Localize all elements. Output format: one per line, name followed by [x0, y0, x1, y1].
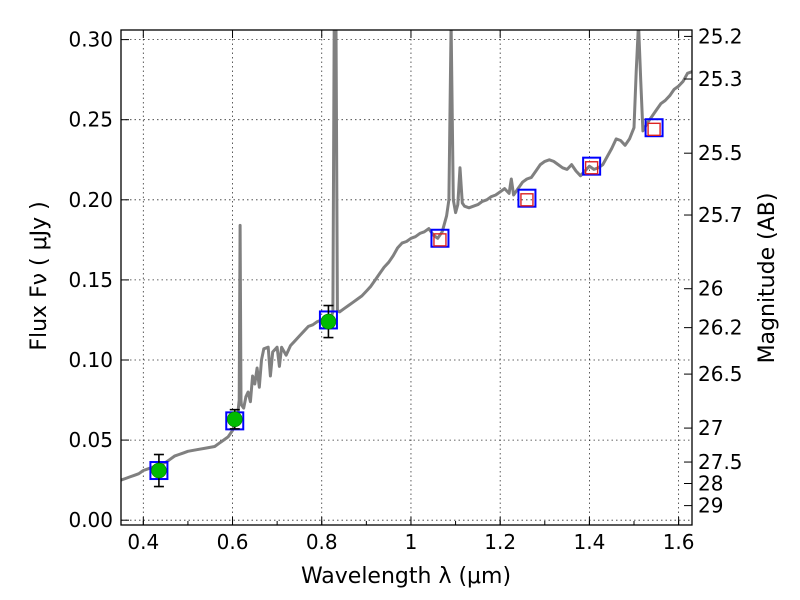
mag-tick-label: 29 — [698, 494, 723, 518]
mag-tick-label: 26 — [698, 277, 723, 301]
x-tick-label: 1.6 — [663, 530, 695, 554]
mag-tick-label: 28 — [698, 472, 723, 496]
mag-tick-label: 25.5 — [698, 141, 743, 165]
y-tick-label: 0.30 — [68, 28, 113, 52]
axes-layer: 0.4 0.6 0.8 1 1.2 1.4 1.6 0.00 0.05 0.10 0.15 0.20 0… — [68, 24, 742, 554]
x-tick-label: 0.8 — [306, 530, 338, 554]
x-tick-label: 0.6 — [217, 530, 249, 554]
mag-tick-label: 26.2 — [698, 316, 743, 340]
y-tick-label: 0.10 — [68, 348, 113, 372]
mag-tick-label: 25.2 — [698, 24, 743, 48]
x-tick-label: 1 — [405, 530, 418, 554]
spectrum-line — [121, 30, 692, 482]
y-tick-label: 0.00 — [68, 508, 113, 532]
upper-limit-square — [584, 161, 599, 175]
y-tick-label: 0.20 — [68, 188, 113, 212]
x-tick-label: 0.4 — [127, 530, 159, 554]
observed-point — [151, 462, 167, 479]
upper-limit-square — [433, 233, 447, 247]
x-axis-title: Wavelength λ (μm) — [301, 564, 511, 589]
y-tick-label: 0.25 — [68, 108, 113, 132]
upper-limit-square — [520, 193, 534, 207]
model-photometry-square — [517, 188, 537, 208]
mag-tick-label: 26.5 — [698, 362, 743, 386]
y2-axis-title: Magnitude (AB) — [755, 193, 780, 364]
y-axis-title: Flux Fν ( μJy ) — [27, 201, 52, 350]
y-tick-label: 0.15 — [68, 268, 113, 292]
mag-tick-label: 25.7 — [698, 203, 743, 227]
observed-point — [320, 313, 337, 330]
model-photometry-square — [430, 228, 450, 248]
mag-tick-label: 25.3 — [698, 67, 743, 91]
x-tick-label: 1.4 — [573, 530, 605, 554]
mag-tick-label: 27.5 — [698, 450, 743, 474]
x-tick-label: 1.2 — [484, 530, 516, 554]
upper-limit-square — [647, 122, 661, 137]
observed-point — [226, 411, 243, 428]
model-photometry-square — [644, 118, 664, 138]
model-photometry-square — [582, 156, 602, 176]
y-tick-label: 0.05 — [68, 428, 113, 452]
series-layer — [121, 30, 692, 488]
plot-frame — [120, 29, 693, 526]
mag-tick-label: 27 — [698, 416, 723, 440]
grid-layer — [121, 30, 692, 525]
